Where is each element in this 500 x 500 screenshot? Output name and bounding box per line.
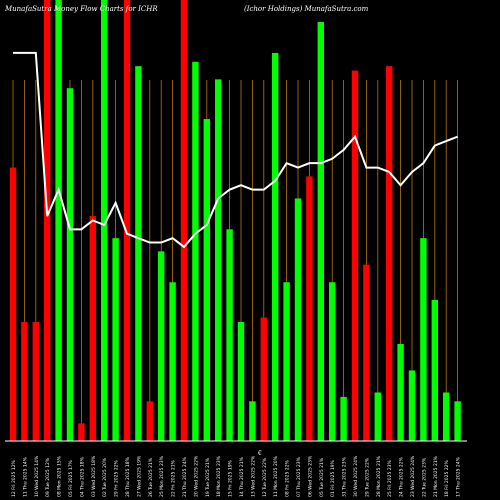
bar-red [306,176,313,441]
chart-subtitle: (Ichor Holdings) MunafaSutra.com [244,5,369,13]
bar-green [237,321,245,441]
x-tick-label: 26 Tue 2025 21% [148,457,154,497]
bar-red [363,264,370,441]
x-tick-label: 05 Fri 2025 17% [68,459,74,497]
flow-line-layer [13,51,458,249]
x-tick-label: 07 Thu 2025 23% [296,456,302,497]
x-tick-label: 11 Mon 2025 20% [273,455,279,497]
x-tick-label: 08 Mon 2025 15% [57,455,63,497]
bar-green [55,0,62,441]
x-tick-label: 03 Wed 2025 18% [91,455,97,497]
x-tick-label: 30 Wed 2025 24% [353,455,359,497]
bar-red [146,401,153,441]
x-tick-label: 05 Tue 2025 21% [319,457,325,497]
bar-green [226,229,233,441]
x-tick-label: 11 Thu 2025 14% [22,456,28,497]
x-tick-label: 14 Thu 2025 21% [239,456,245,497]
x-tick-label: 25 Fri 2025 23% [387,459,393,497]
bar-green [431,299,438,441]
bar-green [294,198,302,441]
x-tick-label: 06 Wed 2025 23% [307,455,313,497]
bar-green [249,401,256,441]
x-tick-label: 18 Fri 2025 22% [444,459,450,497]
bar-red [78,423,85,441]
bar-green [169,282,176,441]
chart-title: MunafaSutra Money Flow Charts for ICHR [5,5,158,13]
bar-green [397,343,404,441]
bar-red [44,0,51,441]
bar-red [21,321,28,441]
x-tick-label: 01 Fri 2025 19% [330,459,336,497]
x-tick-label: 24 Thu 2025 22% [399,456,405,497]
money-flow-line [13,51,458,249]
bar-green [283,282,290,441]
bar-green [374,392,381,441]
bar-green [329,282,336,441]
bar-layer [9,0,461,442]
bar-red [9,167,17,441]
center-marker: € [257,450,262,457]
x-tick-label: 13 Wed 2025 22% [250,455,256,497]
bar-red [89,216,96,441]
x-label-layer: 12 Fri 2025 12% 11 Thu 2025 14% 10 Wed 202… [11,455,462,497]
x-tick-label: 31 Thu 2025 23% [342,456,348,497]
bar-green [408,370,416,441]
bar-green [135,66,142,442]
bar-green [317,22,324,442]
x-tick-label: 09 Tue 2025 12% [45,457,51,497]
x-tick-label: 21 Mon 2025 21% [433,455,439,497]
x-tick-label: 18 Mon 2025 23% [216,455,222,497]
x-tick-label: 29 Fri 2025 22% [114,459,120,497]
bar-green [66,88,74,441]
bar-red [386,66,393,442]
x-tick-label: 17 Thu 2025 24% [456,456,462,497]
bar-green [158,251,165,441]
bar-green [192,61,199,442]
bar-green [112,238,119,441]
x-tick-label: 23 Wed 2025 24% [410,455,416,497]
bar-red [32,321,39,441]
x-tick-label: 19 Tue 2025 21% [205,457,211,497]
bar-green [443,392,450,441]
bar-green [454,401,461,441]
x-tick-label: 10 Wed 2025 14% [34,455,40,497]
x-tick-label: 22 Tue 2025 23% [421,457,427,497]
bar-red [180,0,188,441]
x-tick-label: 28 Mon 2025 21% [376,455,382,497]
x-tick-label: 04 Thu 2025 18% [79,456,85,497]
x-tick-label: 12 Tue 2025 22% [262,457,268,497]
bar-green [272,52,279,442]
bar-green [101,0,108,441]
bar-red [260,317,267,441]
x-tick-label: 27 Wed 2025 19% [136,455,142,497]
bar-green [420,238,427,441]
bar-green [203,119,210,441]
bar-green [215,79,222,441]
x-tick-label: 25 Mon 2025 23% [159,455,165,497]
x-tick-label: 21 Thu 2025 24% [182,456,188,497]
x-tick-label: 02 Tue 2025 20% [102,457,108,497]
x-tick-label: 28 Thu 2025 18% [125,456,131,497]
bar-red [351,70,359,441]
x-tick-label: 22 Fri 2025 21% [171,459,177,497]
x-tick-label: 08 Fri 2025 22% [285,459,291,497]
x-tick-label: 15 Fri 2025 19% [228,459,234,497]
bar-red [123,0,131,441]
x-tick-label: 12 Fri 2025 12% [11,459,17,497]
bar-green [340,396,347,441]
x-tick-label: 20 Wed 2025 22% [193,455,199,497]
x-tick-label: 29 Tue 2025 22% [364,457,370,497]
